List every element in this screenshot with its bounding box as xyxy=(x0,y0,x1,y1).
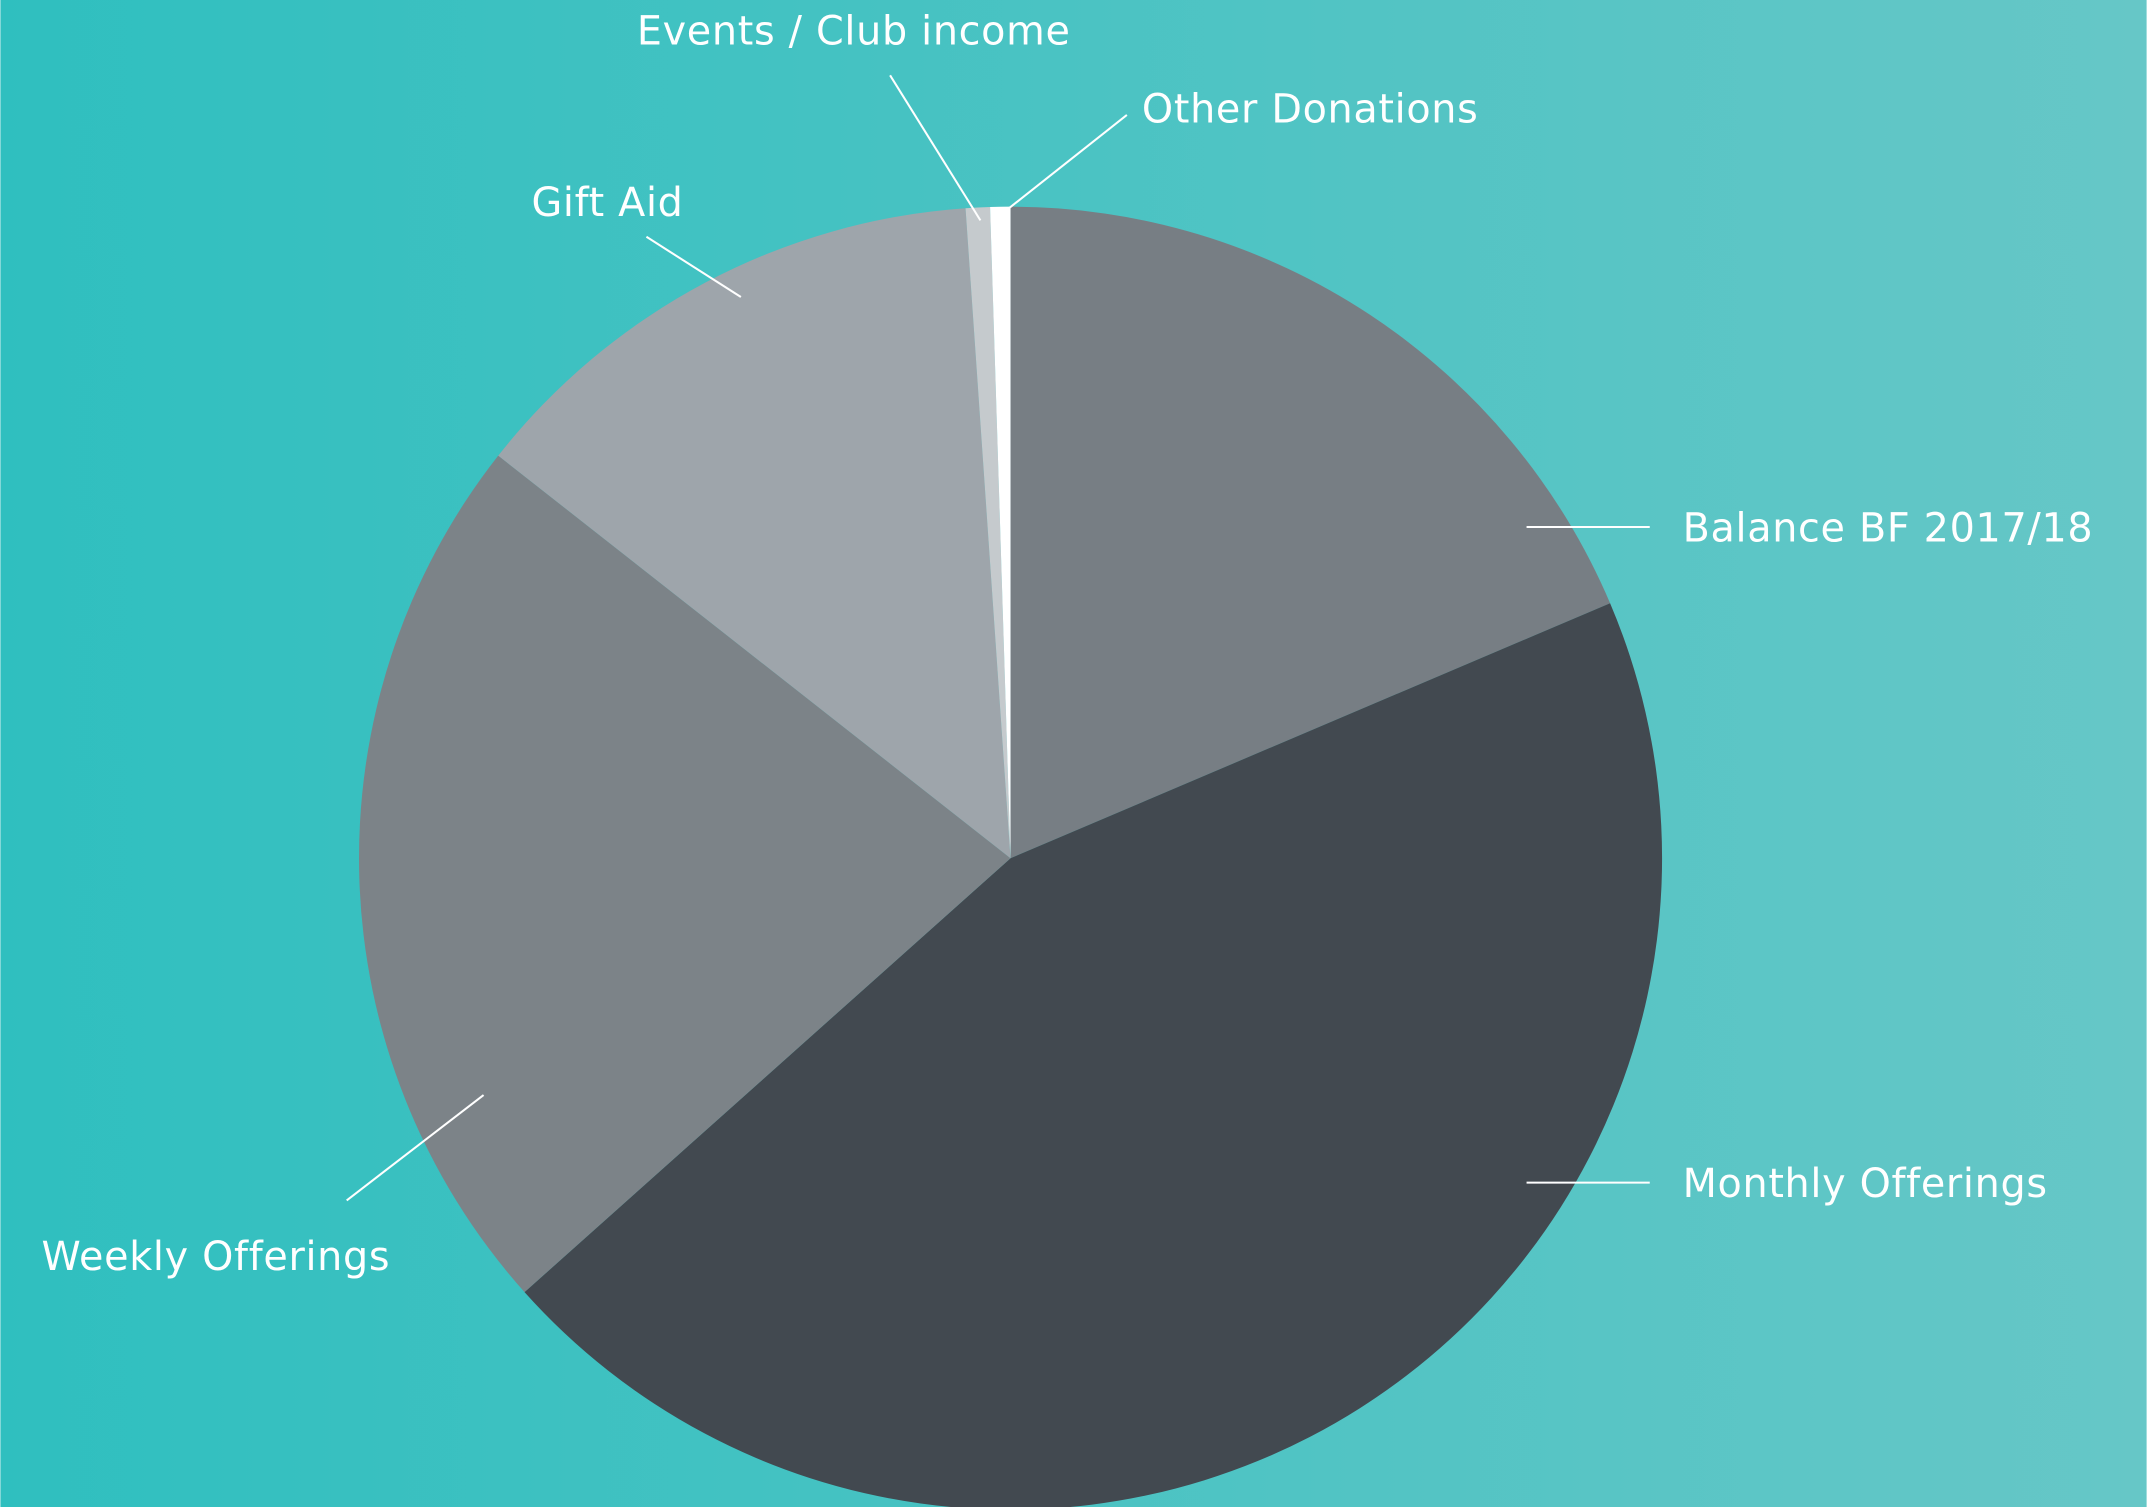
pie-slice xyxy=(965,207,1011,859)
leader-line xyxy=(645,235,742,298)
slice-label: Other Donations xyxy=(1142,87,1479,133)
leader-line xyxy=(1008,114,1128,209)
pie-slice xyxy=(498,208,1011,859)
slice-label: Balance BF 2017/18 xyxy=(1683,506,2094,552)
pie-slice xyxy=(1010,206,1611,859)
pie-slice xyxy=(524,603,1663,1507)
slice-label: Monthly Offerings xyxy=(1683,1161,2048,1207)
slice-label: Weekly Offerings xyxy=(41,1234,390,1280)
slice-label: Gift Aid xyxy=(531,180,683,226)
leader-line xyxy=(889,74,982,221)
pie-slice xyxy=(359,455,1011,1293)
leader-line xyxy=(346,1094,485,1202)
slice-label: Events / Club income xyxy=(637,9,1071,55)
pie-slice xyxy=(990,206,1011,859)
